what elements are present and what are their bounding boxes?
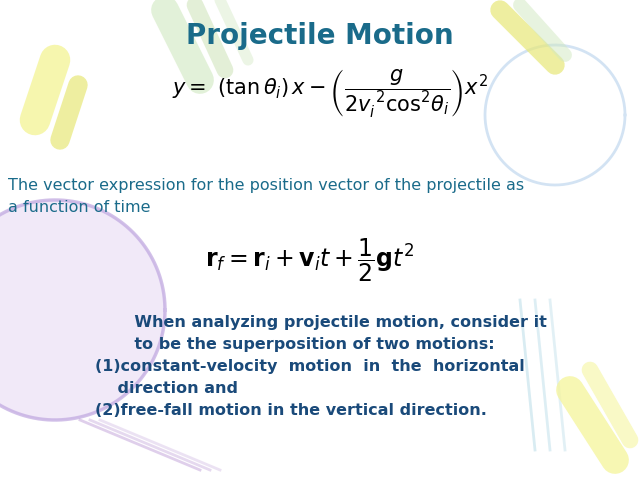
Text: (2)free-fall motion in the vertical direction.: (2)free-fall motion in the vertical dire… xyxy=(95,403,487,418)
Text: to be the superposition of two motions:: to be the superposition of two motions: xyxy=(95,337,495,352)
Circle shape xyxy=(0,200,165,420)
Text: direction and: direction and xyxy=(95,381,238,396)
Text: $\mathbf{r}_f = \mathbf{r}_i + \mathbf{v}_i t + \dfrac{1}{2}\mathbf{g}t^2$: $\mathbf{r}_f = \mathbf{r}_i + \mathbf{v… xyxy=(205,237,415,284)
Text: The vector expression for the position vector of the projectile as
a function of: The vector expression for the position v… xyxy=(8,178,524,215)
Text: (1)constant-velocity  motion  in  the  horizontal: (1)constant-velocity motion in the horiz… xyxy=(95,359,525,374)
Text: Projectile Motion: Projectile Motion xyxy=(186,22,454,50)
Text: $y = \ (\tan\theta_i)\,x - \left(\dfrac{g}{2v_i^{\ 2}\cos^2\!\theta_i}\right)x^2: $y = \ (\tan\theta_i)\,x - \left(\dfrac{… xyxy=(172,68,488,120)
Text: When analyzing projectile motion, consider it: When analyzing projectile motion, consid… xyxy=(95,315,547,330)
